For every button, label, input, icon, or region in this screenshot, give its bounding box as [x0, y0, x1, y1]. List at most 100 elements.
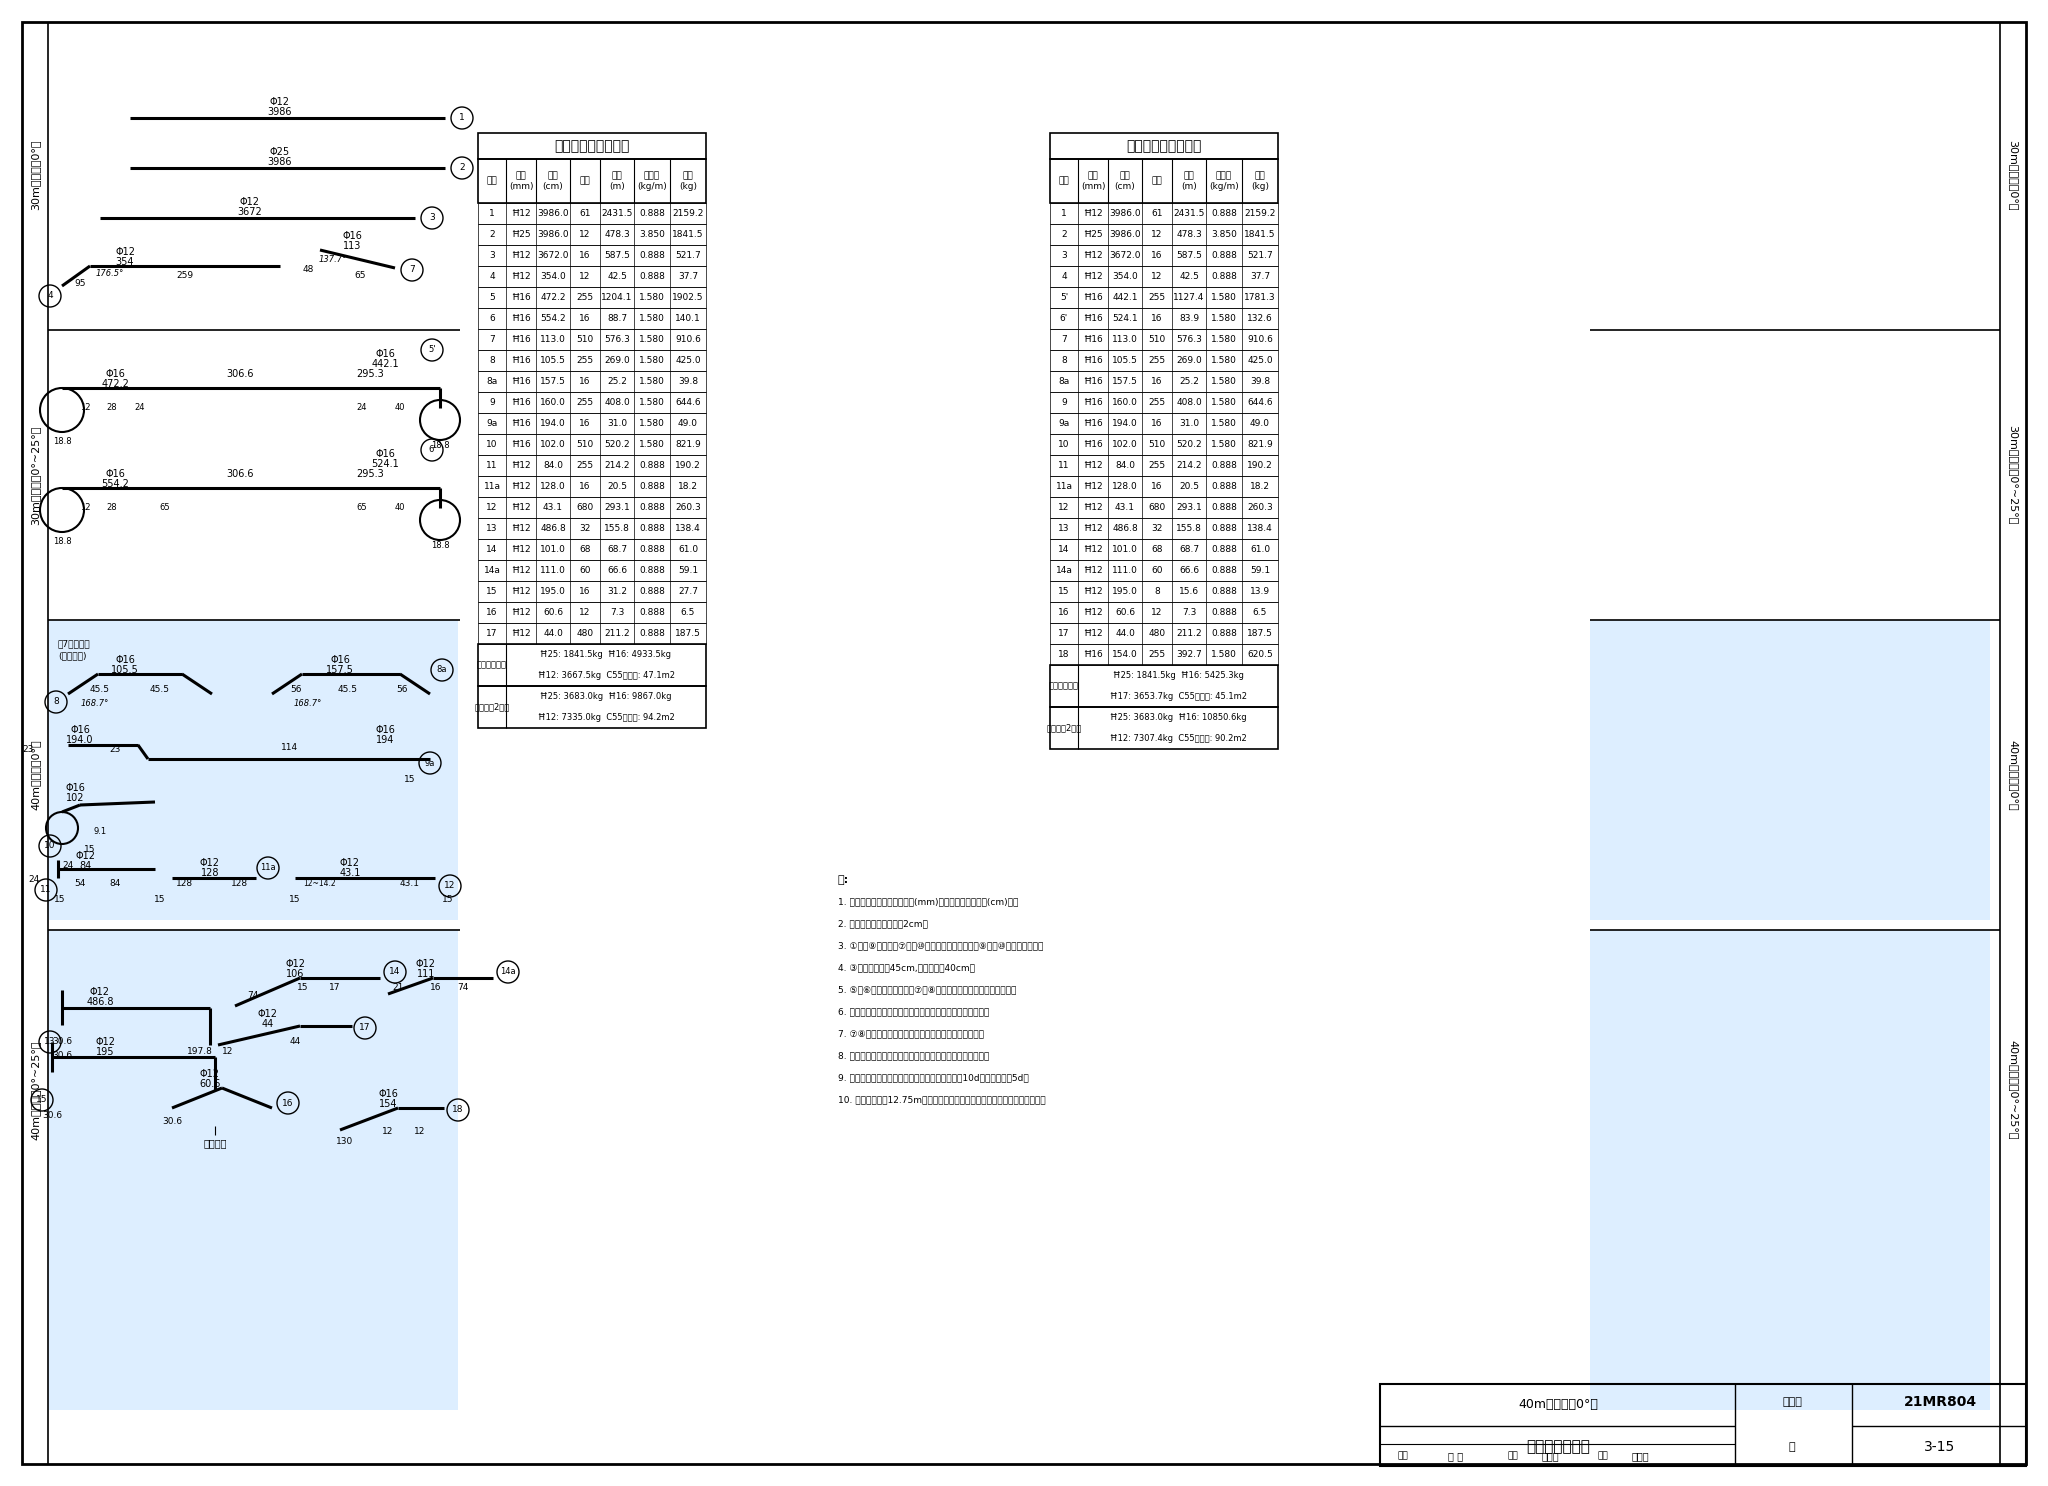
Text: 设计: 设计: [1597, 1452, 1610, 1461]
Text: 合计（兲2片）: 合计（兲2片）: [475, 703, 510, 712]
Text: 160.0: 160.0: [541, 398, 565, 407]
Text: 40m跨（斜度0°~25°）: 40m跨（斜度0°~25°）: [2007, 1040, 2017, 1140]
Text: 单位重
(kg/m): 单位重 (kg/m): [1208, 171, 1239, 190]
Text: 单片中梁小计: 单片中梁小计: [477, 660, 508, 670]
Text: 15.6: 15.6: [1180, 587, 1198, 596]
Text: 0.888: 0.888: [639, 461, 666, 470]
Text: 554.2: 554.2: [100, 478, 129, 489]
Text: 54: 54: [74, 878, 86, 887]
Text: 197.8: 197.8: [186, 1048, 213, 1057]
Text: Ħ12: Ħ12: [1083, 461, 1102, 470]
Text: 16: 16: [1059, 608, 1069, 617]
Text: 472.2: 472.2: [100, 379, 129, 389]
Text: 576.3: 576.3: [604, 334, 631, 343]
Text: 520.2: 520.2: [1176, 440, 1202, 449]
Text: 12: 12: [485, 502, 498, 513]
Text: 255: 255: [1149, 357, 1165, 366]
Text: 111.0: 111.0: [1112, 566, 1139, 575]
Bar: [47, 930, 459, 1410]
Text: 176.5°: 176.5°: [96, 269, 125, 278]
Text: 10: 10: [485, 440, 498, 449]
Text: Ħ16: Ħ16: [1083, 398, 1104, 407]
Text: Ħ16: Ħ16: [512, 293, 530, 302]
Bar: [1051, 204, 1278, 224]
Text: 3. ①号与⑨号钐箋，⑦号与⑩号钐箋点垂弧之弧孔，⑨号与⑩号钐箋单面弧；: 3. ①号与⑨号钐箋，⑦号与⑩号钐箋点垂弧之弧孔，⑨号与⑩号钐箋单面弧；: [838, 942, 1042, 951]
Text: 3-15: 3-15: [1925, 1440, 1956, 1453]
Text: 190.2: 190.2: [1247, 461, 1274, 470]
Text: 8: 8: [53, 697, 59, 706]
Text: 478.3: 478.3: [604, 230, 631, 239]
Text: 18.8: 18.8: [53, 437, 72, 446]
Text: 0.888: 0.888: [1210, 587, 1237, 596]
Text: 12: 12: [1151, 272, 1163, 281]
Text: 269.0: 269.0: [604, 357, 631, 366]
Text: 16: 16: [580, 251, 590, 260]
Text: 15: 15: [37, 1095, 47, 1104]
Text: 1.580: 1.580: [639, 334, 666, 343]
Text: 40m跨（斜度0°）: 40m跨（斜度0°）: [1518, 1397, 1597, 1410]
Text: 425.0: 425.0: [1247, 357, 1272, 366]
Text: 16: 16: [283, 1098, 293, 1107]
Text: 总重
(kg): 总重 (kg): [1251, 171, 1270, 190]
Text: 1: 1: [489, 210, 496, 218]
Text: 9a: 9a: [1059, 419, 1069, 428]
Bar: [1051, 666, 1278, 707]
Text: 14a: 14a: [483, 566, 500, 575]
Text: 510: 510: [1149, 334, 1165, 343]
Text: 28: 28: [106, 404, 117, 413]
Text: Ħ25: 1841.5kg  Ħ16: 4933.5kg: Ħ25: 1841.5kg Ħ16: 4933.5kg: [541, 649, 672, 658]
Bar: [1051, 539, 1278, 560]
Text: 12: 12: [1151, 608, 1163, 617]
Text: 1.580: 1.580: [639, 377, 666, 386]
Text: 合计（兲2片）: 合计（兲2片）: [1047, 724, 1081, 733]
Bar: [477, 434, 707, 455]
Text: 15: 15: [442, 896, 455, 905]
Text: 1.580: 1.580: [1210, 649, 1237, 658]
Text: 24: 24: [61, 860, 74, 869]
Text: Ħ12: Ħ12: [512, 481, 530, 490]
Text: 16: 16: [580, 587, 590, 596]
Text: 442.1: 442.1: [371, 360, 399, 369]
Bar: [477, 455, 707, 476]
Text: 15: 15: [289, 896, 301, 905]
Text: 30m跨（斜度0°）: 30m跨（斜度0°）: [2007, 140, 2017, 210]
Text: 1: 1: [1061, 210, 1067, 218]
Text: 18: 18: [1059, 649, 1069, 658]
Text: Ħ12: Ħ12: [1083, 629, 1102, 637]
Text: Φ12: Φ12: [258, 1009, 279, 1019]
Text: Φ16: Φ16: [330, 655, 350, 666]
Text: 137.7°: 137.7°: [319, 256, 348, 265]
Text: 68.7: 68.7: [1180, 545, 1198, 554]
Text: 18.8: 18.8: [430, 541, 449, 550]
Text: 211.2: 211.2: [604, 629, 631, 637]
Text: 与7钢筋点焊: 与7钢筋点焊: [57, 639, 90, 648]
Bar: [477, 134, 707, 159]
Text: 28: 28: [106, 504, 117, 513]
Text: Ħ12: 7307.4kg  C55混凝土: 90.2m2: Ħ12: 7307.4kg C55混凝土: 90.2m2: [1110, 734, 1247, 743]
Text: 255: 255: [1149, 461, 1165, 470]
Text: 邓军会: 邓军会: [1542, 1450, 1561, 1461]
Bar: [477, 224, 707, 245]
Text: 56: 56: [395, 685, 408, 694]
Text: 65: 65: [354, 272, 367, 281]
Text: Ħ25: Ħ25: [512, 230, 530, 239]
Text: 10: 10: [1059, 440, 1069, 449]
Bar: [1051, 134, 1278, 159]
Text: 8: 8: [489, 357, 496, 366]
Text: 编号: 编号: [1059, 177, 1069, 186]
Text: 18: 18: [453, 1106, 463, 1114]
Text: 102.0: 102.0: [1112, 440, 1139, 449]
Text: 15: 15: [403, 774, 416, 783]
Text: 255: 255: [1149, 293, 1165, 302]
Text: 480: 480: [575, 629, 594, 637]
Text: Ħ12: Ħ12: [512, 525, 530, 533]
Text: 1.580: 1.580: [639, 419, 666, 428]
Text: 17: 17: [1059, 629, 1069, 637]
Text: 260.3: 260.3: [676, 502, 700, 513]
Text: 510: 510: [1149, 440, 1165, 449]
Text: 审核: 审核: [1399, 1452, 1409, 1461]
Text: 13.9: 13.9: [1249, 587, 1270, 596]
Text: 18.2: 18.2: [678, 481, 698, 490]
Text: 14a: 14a: [500, 967, 516, 976]
Text: 16: 16: [1151, 314, 1163, 322]
